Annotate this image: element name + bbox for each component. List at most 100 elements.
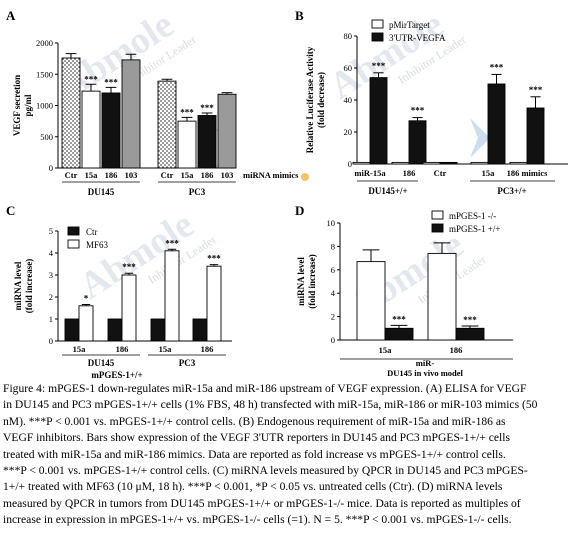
y-axis-label: (fold decrease)	[316, 72, 326, 128]
bar-3utr-vegfa	[439, 161, 458, 165]
panel-letter-c: C	[6, 203, 15, 218]
x-axis-label: miR-	[416, 358, 435, 368]
caption-line: Figure 4: mPGES-1 down-regulates miR-15a…	[3, 382, 527, 395]
bar-ctr	[64, 318, 80, 342]
watermark-chevron	[470, 118, 490, 158]
caption-line: 1+/+ treated with MF63 (10 μM, 18 h). **…	[3, 480, 503, 494]
bar-pmirtarget	[422, 161, 441, 165]
group-label: DU145	[88, 358, 115, 368]
significance-label: ***	[411, 106, 425, 116]
caption-line: in DU145 and PC3 mPGES-1+/+ cells (1% FB…	[3, 398, 538, 412]
caption-line: increase in expression in mPGES-1+/+ vs.…	[3, 513, 512, 527]
legend-swatch	[431, 223, 444, 233]
y-tick-label: 2	[331, 312, 335, 322]
legend-label: pMirTarget	[389, 20, 430, 30]
chart-panel-c: 0 1 2 3 4 5 miRNA level (fold increase) * 15a *** 1…	[13, 226, 232, 380]
group-label: PC3	[179, 358, 196, 368]
x-tick-label: 186	[201, 344, 214, 354]
bar-3utr-vegfa	[408, 120, 427, 165]
bar-knockout	[356, 261, 386, 341]
caption-line: nM). ***P < 0.001 vs. mPGES-1+/+ control…	[3, 414, 506, 428]
chart-panel-a: 0 500 1000 1500 2000 VEGF secretion pg/ml Ctr **…	[12, 38, 299, 197]
x-tick-label: 186	[105, 170, 118, 180]
significance-label: ***	[207, 254, 221, 264]
group-label: DU145	[88, 187, 115, 197]
bar-pmirtarget	[470, 161, 489, 165]
bar-mf63	[206, 265, 222, 342]
x-tick-label: 103	[125, 170, 138, 180]
bar-3utr-vegfa	[369, 77, 388, 165]
x-tick-label: 15a	[73, 344, 87, 354]
x-tick-label: 186	[403, 168, 416, 178]
group-label: DU145+/+	[368, 186, 407, 196]
legend-label: mPGES-1 -/-	[449, 211, 496, 221]
bar	[157, 80, 177, 169]
bar-pmirtarget	[352, 161, 371, 165]
x-tick-label: 186	[201, 170, 214, 180]
bar-mf63	[78, 305, 94, 342]
legend-swatch	[67, 226, 80, 236]
bar	[101, 92, 121, 169]
y-tick-label: 0	[331, 335, 335, 345]
y-tick-label: 4	[49, 248, 54, 258]
significance-label: ***	[463, 315, 477, 325]
bar-ctr	[107, 318, 123, 342]
legend-swatch	[371, 32, 384, 42]
y-tick-label: 2	[49, 292, 53, 302]
significance-label: ***	[200, 103, 214, 113]
x-tick-label: 15a	[181, 170, 195, 180]
significance-label: ***	[84, 74, 98, 84]
legend-label: 3'UTR-VEGFA	[389, 33, 446, 43]
group-label: PC3	[189, 187, 206, 197]
bar-pmirtarget	[509, 161, 528, 165]
bar	[197, 115, 217, 169]
y-axis-label: VEGF secretion	[12, 75, 22, 136]
caption-line: treated with miR-15a and miR-186 mimics.…	[3, 447, 506, 461]
y-axis-label: pg/ml	[23, 94, 33, 117]
caption-line: ***P < 0.001 vs. mPGES-1+/+ control cell…	[3, 464, 528, 478]
y-tick-label: 0	[49, 336, 53, 346]
y-axis-label: (fold increase)	[24, 259, 34, 314]
y-tick-label: 20	[344, 127, 353, 137]
caption-line: VEGF inhibitors. Bars show expression of…	[3, 431, 511, 445]
x-tick-label: 15a	[482, 168, 496, 178]
bar-wildtype	[384, 327, 414, 341]
x-tick-label: 186 mimics	[507, 168, 549, 178]
significance-label: ***	[104, 77, 118, 87]
caption-text: Figure 4: mPGES-1 down-regulates miR-15a…	[3, 381, 574, 529]
y-tick-label: 0	[348, 159, 352, 169]
bar-knockout	[427, 252, 457, 341]
x-tick-label: 186	[116, 344, 129, 354]
panel-letter-a: A	[6, 8, 16, 23]
significance-label: *	[84, 293, 89, 303]
bar-3utr-vegfa	[526, 107, 545, 165]
y-tick-label: 1500	[36, 69, 53, 79]
x-axis-label: mPGES-1+/+	[91, 370, 142, 380]
caption-line: measured by QPCR in tumors from DU145 mP…	[3, 496, 521, 510]
chart-panel-b: 0 20 40 60 80 Relative Luciferase Activity (fo…	[305, 19, 568, 196]
y-tick-label: 3	[49, 270, 53, 280]
x-tick-label: Ctr	[434, 168, 447, 178]
y-tick-label: 2000	[36, 38, 53, 48]
y-axis-label: miRNA level	[13, 261, 23, 310]
figure-caption: Figure 4: mPGES-1 down-regulates miR-15a…	[3, 381, 574, 529]
bar	[217, 93, 237, 169]
bar	[121, 59, 141, 169]
bar-ctr	[150, 318, 166, 342]
x-tick-label: 186	[450, 345, 463, 355]
significance-label: ***	[180, 107, 194, 117]
bar	[81, 90, 101, 169]
significance-label: ***	[372, 61, 386, 71]
y-tick-label: 10	[327, 218, 336, 228]
legend-swatch	[67, 239, 80, 249]
x-axis-label: miRNA mimics	[243, 170, 299, 180]
watermark-dot	[301, 173, 309, 181]
significance-label: ***	[392, 314, 406, 324]
y-tick-label: 80	[344, 31, 353, 41]
x-tick-label: Ctr	[161, 170, 174, 180]
bar-wildtype	[455, 327, 485, 341]
x-tick-label: 15a	[379, 345, 393, 355]
x-tick-label: miR-15a	[354, 168, 386, 178]
bar-pmirtarget	[391, 161, 410, 165]
y-tick-label: 5	[49, 226, 53, 236]
